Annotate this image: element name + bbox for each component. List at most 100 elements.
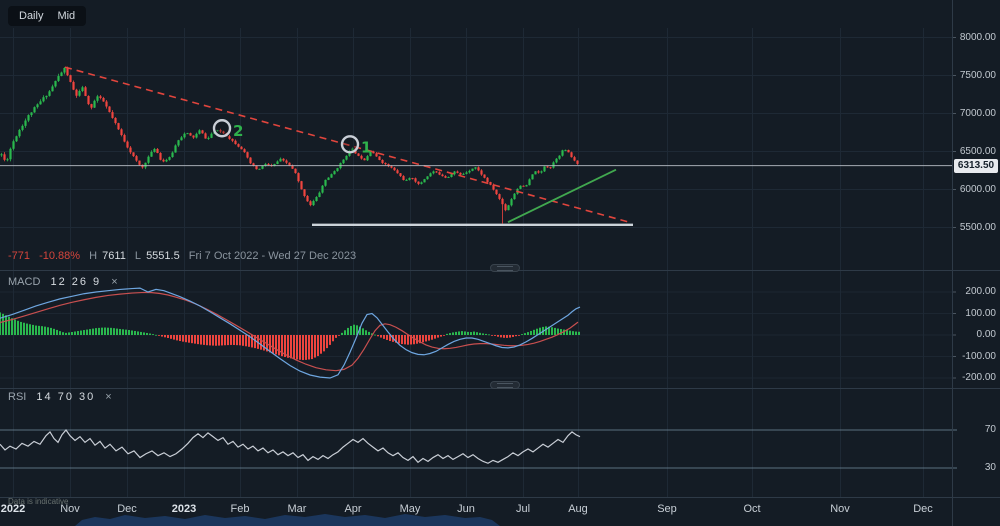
macd-tick-label: 100.00	[965, 307, 996, 319]
candle-body	[24, 120, 27, 126]
macd-histogram-bar	[83, 330, 85, 335]
candle-body	[195, 133, 198, 138]
macd-line	[0, 287, 581, 379]
candle-body	[243, 149, 246, 153]
macd-histogram-bar	[374, 334, 376, 336]
macd-histogram-bar	[503, 335, 505, 338]
macd-histogram-bar	[407, 335, 409, 345]
candle-body	[189, 133, 192, 136]
macd-histogram-bar	[239, 335, 241, 346]
macd-histogram-bar	[0, 312, 1, 335]
candle-body	[537, 171, 540, 173]
daily-button[interactable]: Daily	[19, 10, 44, 22]
candle-body	[87, 95, 90, 105]
ascending-trendline[interactable]	[507, 168, 617, 223]
wave-anchor-circle[interactable]	[340, 135, 360, 154]
candle-body	[513, 193, 516, 200]
mid-button[interactable]: Mid	[57, 10, 76, 22]
macd-histogram-bar	[317, 335, 319, 357]
candle-body	[81, 87, 84, 92]
panel-resize-handle-macd[interactable]	[490, 264, 520, 272]
date-range: Fri 7 Oct 2022 - Wed 27 Dec 2023	[188, 250, 357, 262]
navigator-preview[interactable]	[75, 514, 500, 526]
candle-body	[78, 91, 81, 96]
rsi-panel[interactable]	[0, 429, 581, 464]
macd-histogram-bar	[470, 332, 472, 335]
candle-body	[363, 158, 366, 161]
candle-body	[525, 185, 528, 187]
candle-body	[249, 157, 252, 164]
macd-histogram-bar	[2, 313, 4, 335]
macd-histogram-bar	[182, 335, 184, 342]
candle-body	[162, 159, 165, 162]
macd-histogram-bar	[560, 329, 562, 335]
macd-histogram-bar	[473, 331, 475, 335]
macd-label: MACD	[8, 276, 41, 288]
candle-body	[222, 131, 225, 134]
macd-histogram-bar	[185, 335, 187, 343]
macd-histogram-bar	[215, 335, 217, 346]
time-tick-label: Dec	[117, 503, 137, 515]
macd-histogram-bar	[455, 331, 457, 335]
candle-body	[438, 172, 441, 175]
candle-body	[519, 185, 522, 189]
candle-body	[432, 171, 435, 174]
macd-histogram-bar	[323, 335, 325, 352]
candle-body	[12, 141, 15, 149]
price-tick-label: 6500.00	[959, 145, 996, 157]
low-value: 5551.5	[146, 250, 180, 262]
price-tick-label: 6000.00	[959, 183, 996, 195]
macd-histogram-bar	[233, 335, 235, 345]
descending-trendline[interactable]	[64, 66, 633, 224]
candle-body	[333, 171, 336, 175]
macd-close-button[interactable]: ×	[111, 276, 118, 288]
macd-histogram-bar	[263, 335, 265, 351]
candle-body	[42, 97, 45, 102]
macd-histogram-bar	[14, 319, 16, 335]
macd-histogram-bar	[308, 335, 310, 360]
candle-body	[123, 135, 126, 142]
macd-histogram-bar	[434, 335, 436, 339]
candle-body	[219, 130, 222, 132]
candle-body	[210, 133, 213, 138]
candle-body	[117, 123, 120, 130]
wave-anchor-circle[interactable]	[212, 119, 232, 138]
panel-resize-handle-rsi[interactable]	[490, 381, 520, 389]
candle-body	[522, 185, 525, 187]
macd-histogram-bar	[212, 335, 214, 346]
candle-body	[153, 148, 156, 152]
macd-histogram-bar	[11, 318, 13, 335]
macd-histogram-bar	[131, 330, 133, 335]
candle-body	[414, 178, 417, 182]
macd-histogram-bar	[26, 323, 28, 335]
candle-body	[309, 201, 312, 206]
macd-histogram-bar	[191, 335, 193, 344]
candle-body	[444, 176, 447, 178]
candle-body	[564, 149, 567, 151]
macd-histogram-bar	[203, 335, 205, 345]
macd-histogram-bar	[524, 333, 526, 335]
macd-histogram-bar	[554, 327, 556, 335]
macd-histogram-bar	[443, 335, 445, 336]
candle-body	[306, 196, 309, 202]
candle-body	[111, 112, 114, 118]
macd-tick-label: -200.00	[962, 372, 996, 383]
candle-body	[411, 178, 414, 180]
rsi-close-button[interactable]: ×	[105, 391, 112, 403]
change-value: -771	[8, 250, 31, 262]
candle-body	[132, 152, 135, 157]
rsi-indicator-header: RSI 14 70 30 ×	[8, 391, 112, 403]
macd-panel[interactable]	[0, 287, 581, 379]
macd-histogram-bar	[80, 330, 82, 335]
candle-body	[126, 141, 129, 148]
candle-body	[288, 162, 291, 166]
macd-histogram-bar	[326, 335, 328, 349]
macd-histogram-bar	[464, 331, 466, 335]
macd-histogram-bar	[452, 332, 454, 335]
candle-body	[261, 165, 264, 169]
macd-histogram-bar	[518, 335, 520, 336]
macd-histogram-bar	[521, 334, 523, 335]
candle-body	[510, 199, 513, 206]
time-tick-label: 2022	[0, 503, 26, 515]
